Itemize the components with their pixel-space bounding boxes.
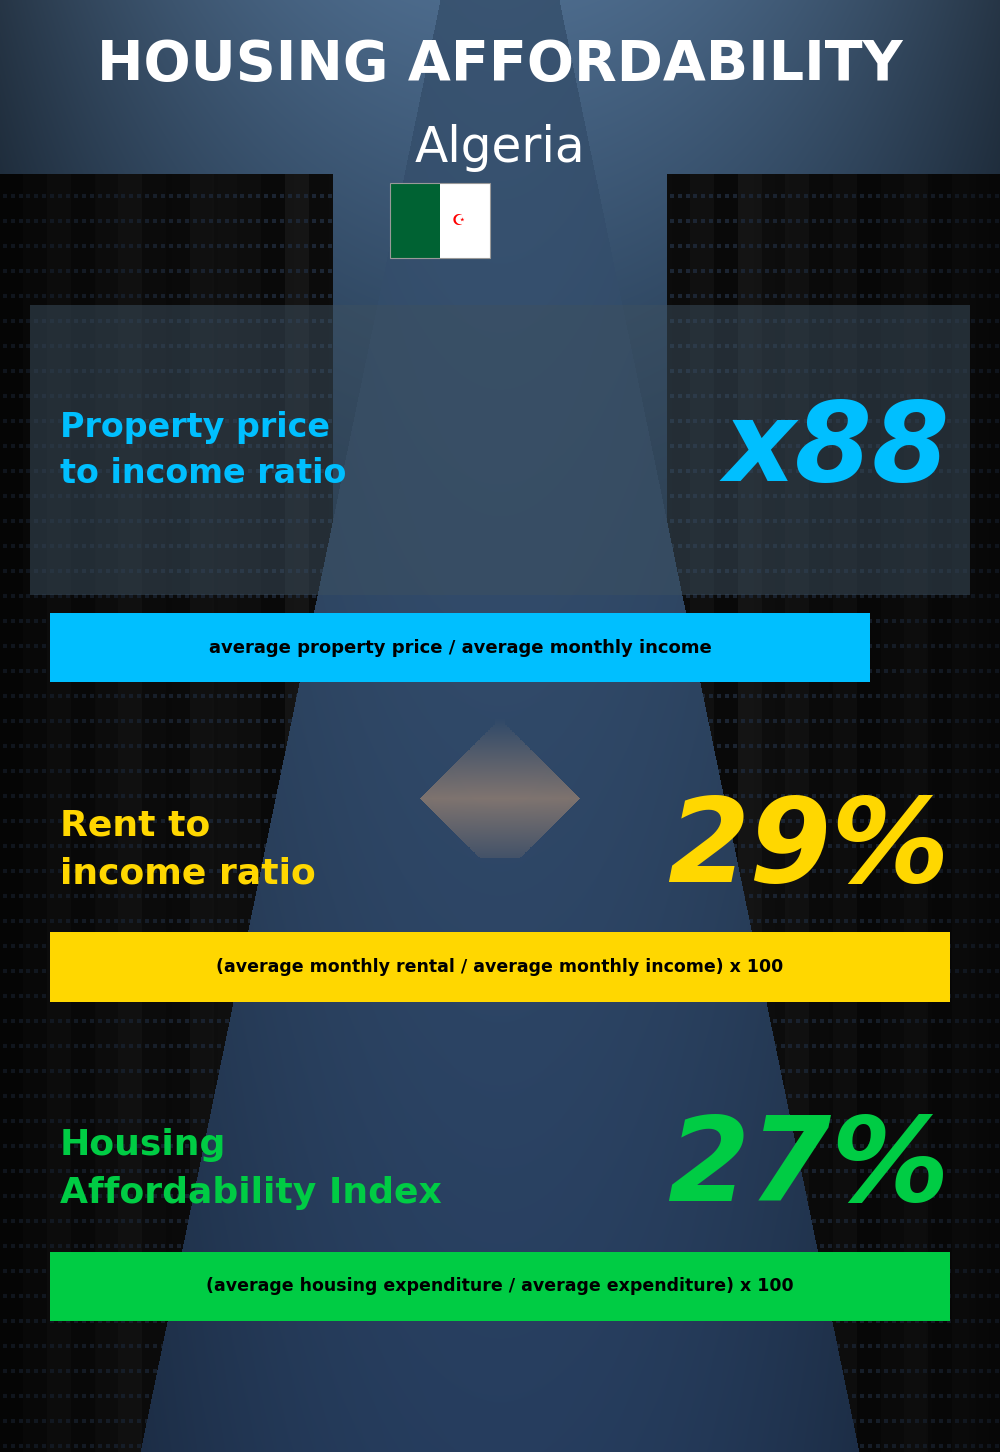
Text: x88: x88	[724, 396, 950, 504]
FancyBboxPatch shape	[50, 932, 950, 1002]
FancyBboxPatch shape	[440, 183, 490, 258]
FancyBboxPatch shape	[30, 305, 970, 595]
Text: HOUSING AFFORDABILITY: HOUSING AFFORDABILITY	[97, 38, 903, 93]
Text: Rent to
income ratio: Rent to income ratio	[60, 809, 316, 890]
FancyBboxPatch shape	[390, 183, 440, 258]
Text: (average monthly rental / average monthly income) x 100: (average monthly rental / average monthl…	[216, 958, 784, 976]
Text: average property price / average monthly income: average property price / average monthly…	[209, 639, 711, 656]
FancyBboxPatch shape	[50, 1252, 950, 1321]
Text: (average housing expenditure / average expenditure) x 100: (average housing expenditure / average e…	[206, 1278, 794, 1295]
Text: ☪: ☪	[451, 213, 465, 228]
Text: 27%: 27%	[668, 1111, 950, 1227]
FancyBboxPatch shape	[50, 613, 870, 682]
Text: 29%: 29%	[668, 791, 950, 908]
Text: Property price
to income ratio: Property price to income ratio	[60, 411, 346, 489]
Text: Algeria: Algeria	[415, 123, 585, 173]
Text: Housing
Affordability Index: Housing Affordability Index	[60, 1128, 442, 1210]
